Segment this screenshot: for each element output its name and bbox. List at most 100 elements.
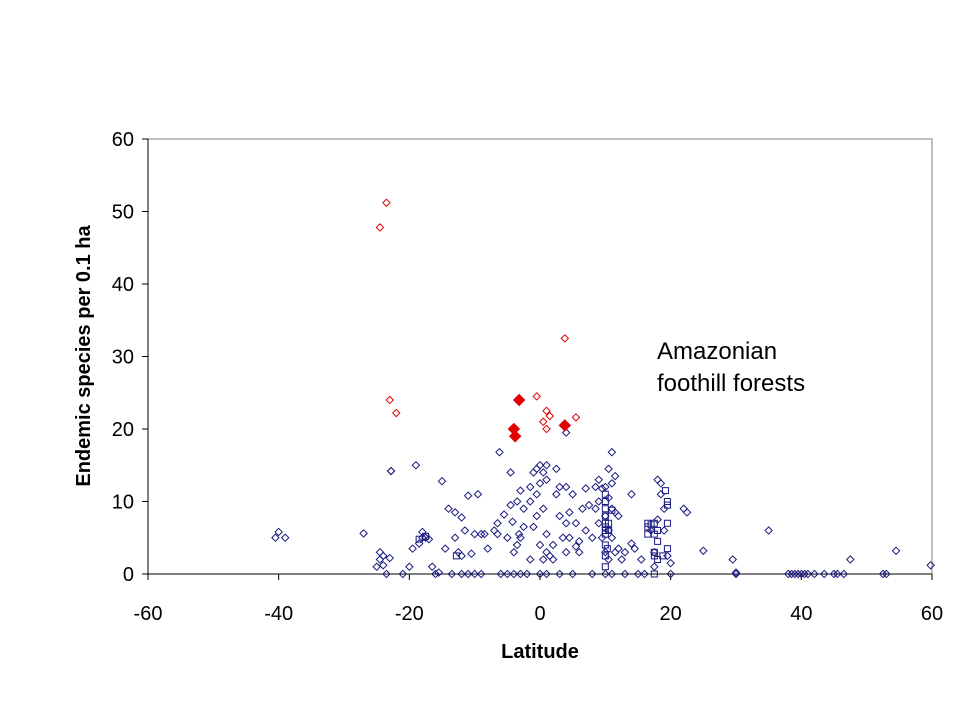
data-point-diamond (578, 504, 587, 514)
data-point-square (601, 563, 609, 571)
data-point-diamond (656, 489, 666, 499)
data-point-diamond (591, 504, 600, 514)
data-point-diamond (601, 511, 610, 521)
data-point-diamond (607, 533, 617, 543)
data-point-diamond (659, 526, 669, 535)
data-point-diamond (447, 569, 457, 579)
data-point-diamond (280, 533, 290, 543)
data-point-square (605, 527, 613, 534)
x-tick-label: 40 (790, 603, 812, 625)
data-point-diamond (587, 569, 597, 579)
data-point-diamond (565, 533, 574, 543)
data-point-filled-diamond (512, 393, 526, 407)
data-point-diamond (699, 546, 708, 556)
data-point-square (601, 498, 609, 505)
data-point-diamond (666, 569, 675, 579)
data-point-diamond (470, 569, 479, 579)
data-point-diamond (650, 562, 659, 572)
y-tick-label: 60 (112, 129, 134, 151)
data-point-diamond (473, 489, 483, 499)
data-point-square (608, 506, 616, 514)
data-point-diamond (620, 569, 630, 579)
data-point-diamond (532, 489, 542, 499)
data-point-square (415, 535, 423, 543)
data-point-diamond (525, 497, 535, 506)
data-point-diamond (565, 508, 574, 517)
data-point-diamond (594, 518, 604, 528)
data-point-diamond (378, 551, 388, 561)
data-point-diamond (437, 476, 447, 486)
data-point-diamond (787, 569, 796, 579)
data-point-diamond (503, 533, 512, 543)
data-point-diamond (378, 560, 388, 570)
data-point-diamond (607, 447, 617, 457)
y-tick-label: 20 (112, 419, 134, 441)
data-point-diamond (532, 392, 542, 401)
data-point-diamond (829, 569, 839, 579)
data-point-diamond (542, 424, 551, 434)
data-point-diamond (783, 569, 793, 579)
data-point-diamond (457, 513, 466, 522)
data-point-diamond (581, 484, 591, 493)
data-point-diamond (548, 540, 558, 550)
data-point-diamond (538, 417, 548, 427)
data-point-diamond (386, 466, 396, 476)
data-points (271, 198, 936, 579)
data-point-diamond (659, 504, 669, 514)
data-point-diamond (571, 413, 581, 422)
data-point-square (659, 552, 667, 560)
data-point-diamond (627, 539, 636, 548)
data-point-diamond (542, 460, 551, 470)
data-point-square (452, 552, 460, 560)
data-point-diamond (499, 510, 509, 519)
data-point-diamond (480, 529, 489, 539)
data-point-diamond (601, 482, 610, 492)
annotation-amazonian-line-2: foothill forests (657, 370, 805, 397)
data-point-diamond (271, 533, 280, 543)
data-point-diamond (633, 569, 643, 579)
data-point-diamond (731, 569, 741, 579)
x-tick-label: -60 (134, 603, 163, 625)
data-point-diamond (525, 482, 535, 492)
data-point-diamond (636, 555, 646, 564)
y-axis-ticks: 0 10 20 30 40 50 60 (112, 129, 148, 586)
data-point-diamond (584, 500, 594, 510)
data-point-diamond (803, 569, 813, 579)
data-point-diamond (519, 504, 528, 514)
data-point-diamond (529, 522, 538, 532)
data-point-diamond (790, 569, 800, 579)
data-point-diamond (607, 479, 617, 488)
data-point-diamond (878, 569, 888, 579)
data-point-diamond (538, 468, 548, 477)
data-point-diamond (519, 522, 528, 532)
x-tick-label: 20 (660, 603, 682, 625)
data-point-diamond (555, 511, 564, 521)
data-point-diamond (568, 569, 577, 579)
data-point-diamond (424, 534, 434, 544)
data-point-diamond (610, 471, 620, 481)
data-point-diamond (516, 533, 525, 543)
y-tick-label: 0 (123, 564, 134, 586)
data-point-diamond (552, 464, 561, 474)
data-point-diamond (571, 542, 581, 551)
data-point-diamond (535, 460, 545, 470)
data-point-square (601, 541, 609, 549)
data-point-diamond (470, 529, 479, 539)
data-point-diamond (663, 551, 672, 561)
data-point-diamond (460, 526, 470, 535)
data-point-diamond (797, 569, 806, 579)
data-point-diamond (535, 540, 545, 550)
data-point-diamond (568, 489, 577, 499)
data-point-square (650, 519, 658, 527)
data-point-diamond (538, 555, 548, 564)
data-point-diamond (574, 547, 584, 557)
data-point-diamond (476, 529, 486, 539)
data-point-diamond (457, 569, 466, 579)
data-point-diamond (514, 529, 524, 539)
data-point-diamond (512, 497, 522, 506)
data-point-square (654, 556, 662, 563)
data-point-square (644, 519, 652, 527)
data-point-diamond (385, 553, 395, 563)
data-point-diamond (359, 529, 368, 538)
data-point-diamond (522, 569, 532, 579)
